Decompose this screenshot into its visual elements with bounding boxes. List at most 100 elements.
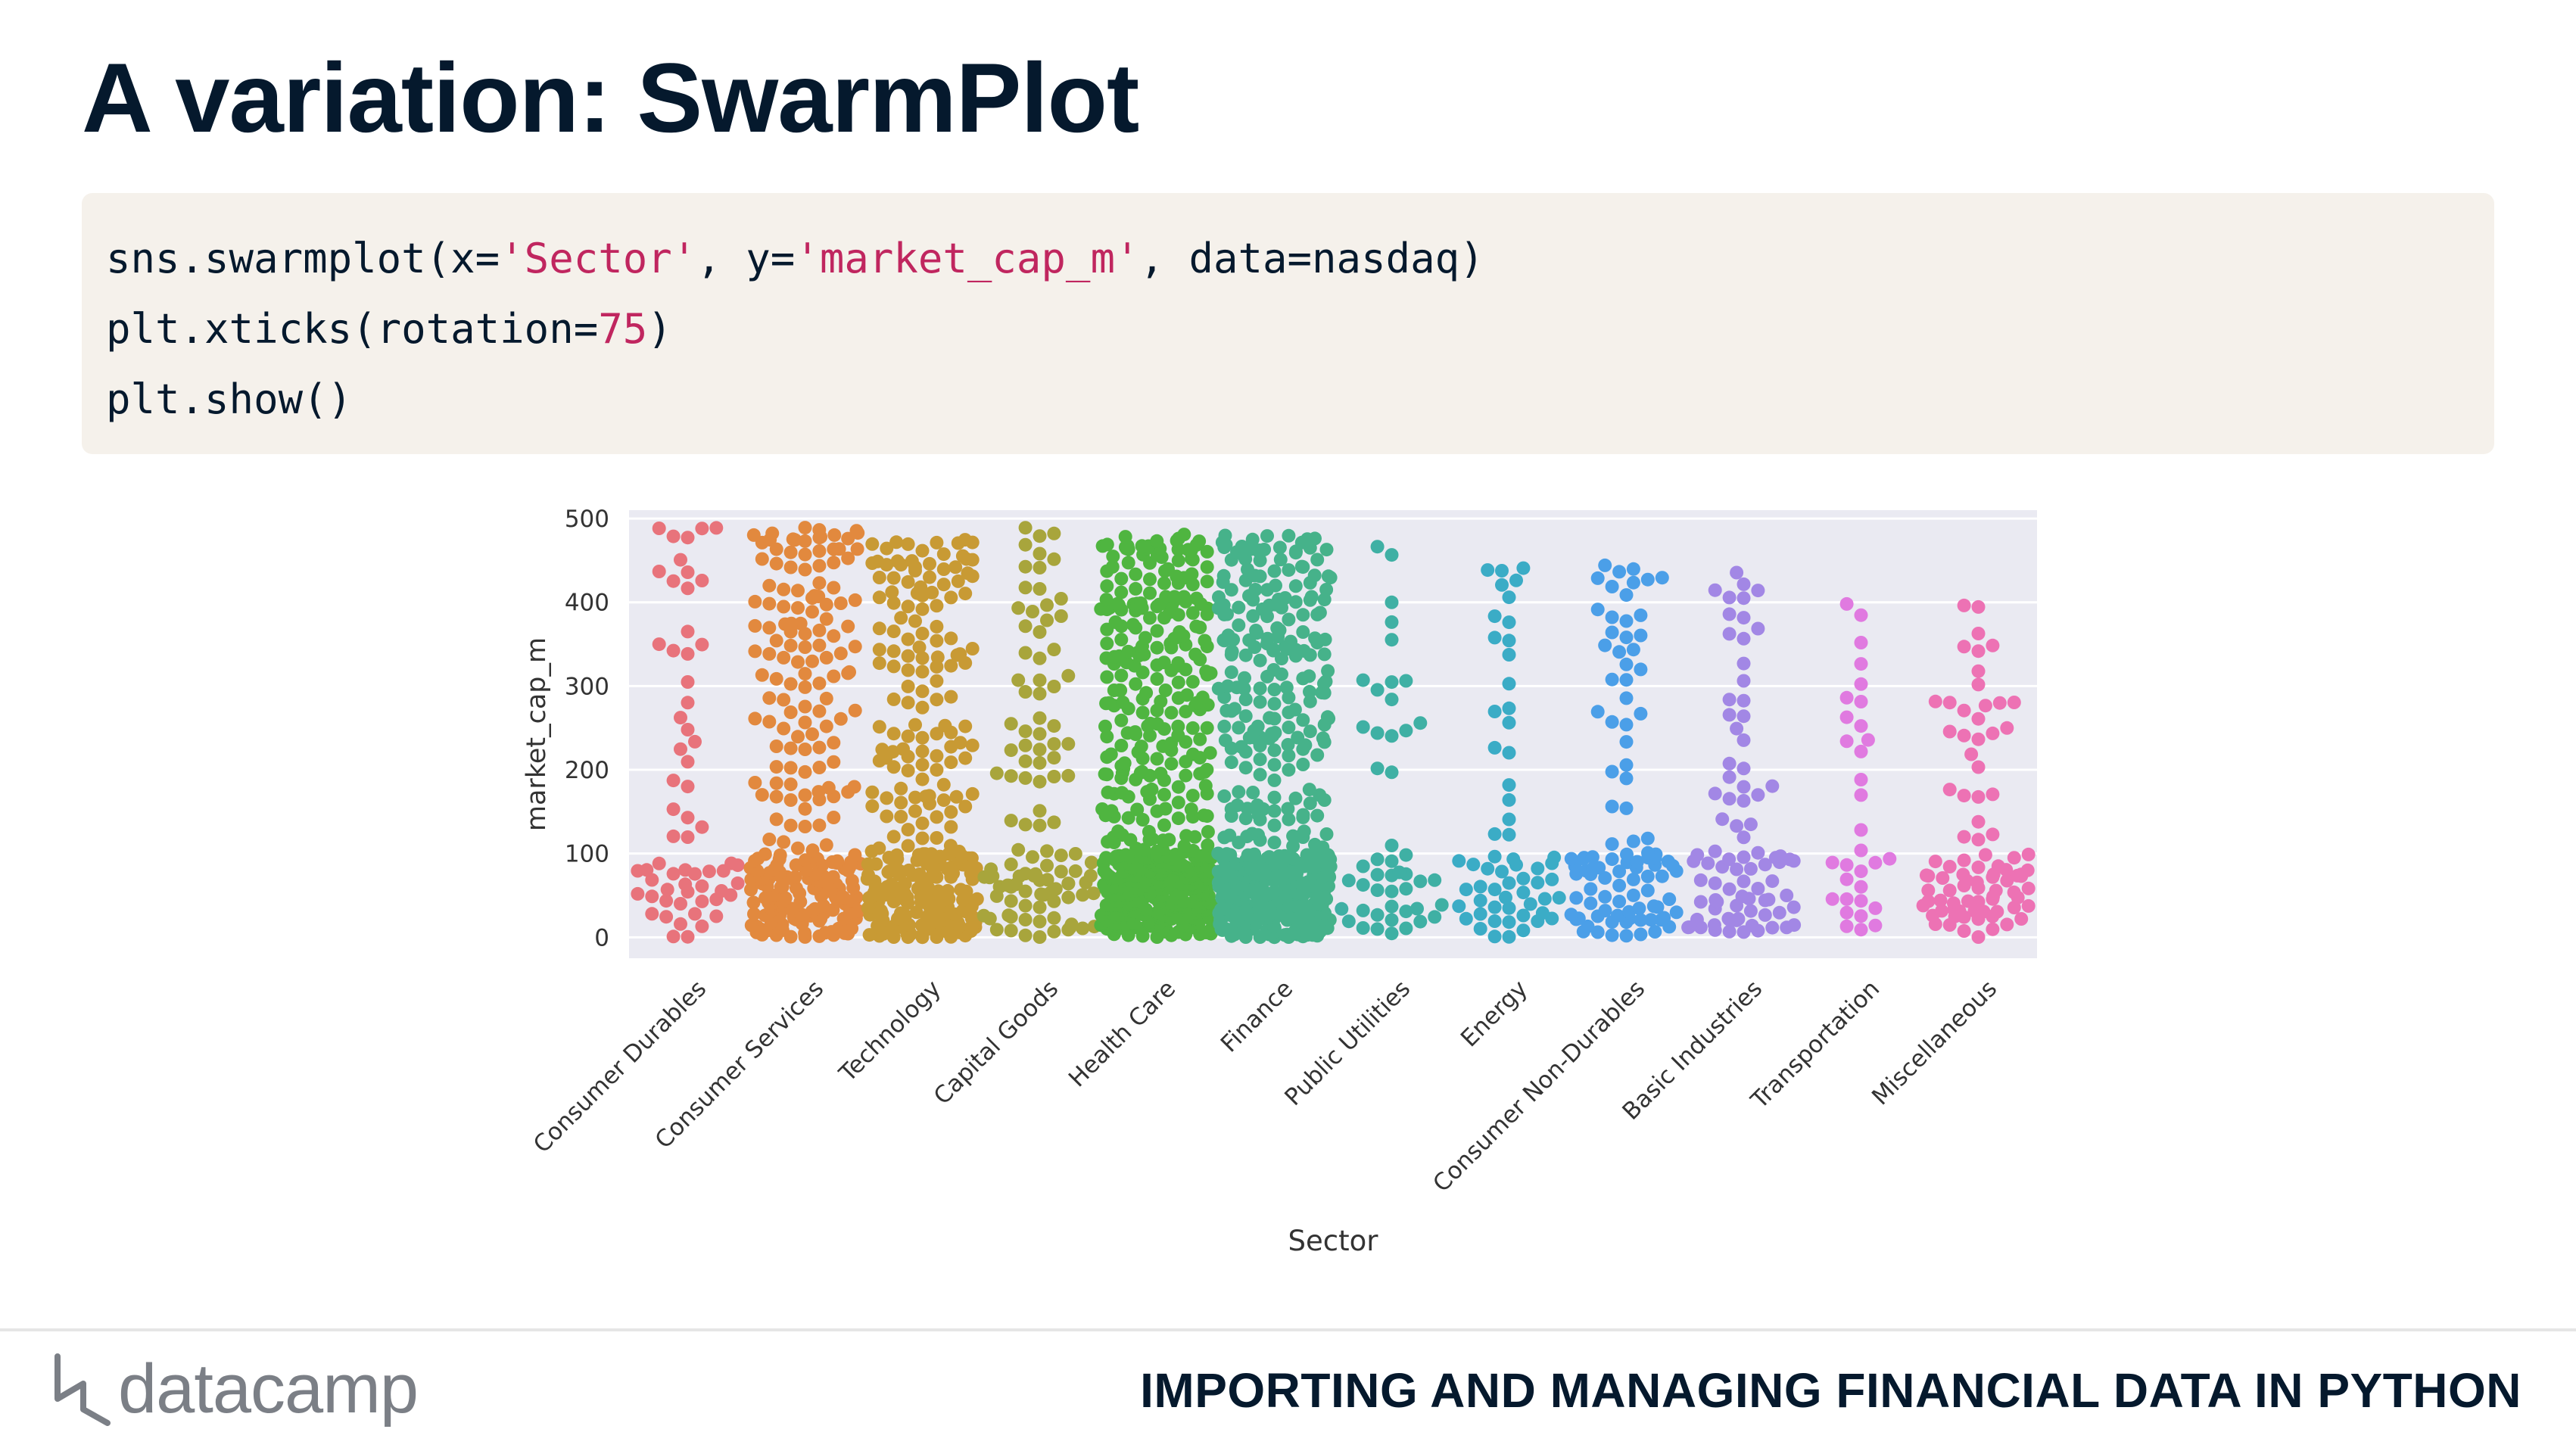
swarm-point — [965, 738, 980, 752]
swarm-point — [1179, 829, 1194, 843]
swarm-point — [923, 556, 936, 571]
swarm-point — [1157, 818, 1171, 833]
swarm-point — [681, 531, 695, 545]
swarm-point — [1241, 562, 1254, 577]
swarm-point — [826, 870, 840, 884]
swarm-point — [681, 811, 695, 825]
swarm-point — [1033, 687, 1047, 701]
swarm-point — [1150, 534, 1164, 548]
swarm-point — [695, 522, 709, 536]
swarm-point — [1164, 705, 1179, 720]
swarm-point — [1033, 529, 1047, 543]
swarm-point — [1047, 526, 1061, 540]
x-tick-label: Public Utilities — [1279, 975, 1416, 1111]
swarm-point — [1473, 880, 1487, 894]
swarm-point — [1428, 910, 1442, 924]
swarm-point — [791, 730, 805, 744]
swarm-point — [941, 883, 955, 898]
swarm-point — [1018, 867, 1033, 881]
swarm-point — [1370, 908, 1385, 922]
swarm-point — [659, 894, 674, 908]
code-token: plt.xticks(rotation= — [106, 305, 599, 353]
swarm-point — [783, 777, 798, 792]
swarm-point — [1964, 747, 1979, 761]
swarm-point — [798, 699, 812, 714]
swarm-point — [1971, 644, 1986, 659]
swarm-point — [1854, 608, 1868, 622]
swarm-point — [1282, 612, 1296, 627]
swarm-point — [1399, 674, 1413, 688]
swarm-point — [1619, 673, 1634, 687]
swarm-point — [1143, 611, 1157, 625]
swarm-point — [901, 679, 915, 693]
swarm-point — [915, 772, 930, 786]
swarm-point — [1971, 760, 1986, 774]
swarm-point — [791, 655, 805, 669]
swarm-chart: 0 100 200 300 400 500 Consumer DurablesConsum… — [522, 506, 2037, 1257]
swarm-point — [827, 556, 841, 570]
swarm-point — [1459, 883, 1473, 897]
swarm-point — [1385, 675, 1399, 690]
swarm-point — [674, 711, 687, 725]
swarm-point — [1185, 674, 1200, 689]
swarm-point — [1971, 599, 1986, 614]
swarm-point — [681, 723, 695, 736]
swarm-point — [954, 883, 968, 897]
swarm-point — [681, 929, 695, 944]
swarm-point — [1619, 718, 1634, 732]
swarm-point — [841, 551, 855, 565]
swarm-point — [1626, 643, 1640, 657]
swarm-point — [1751, 788, 1765, 802]
swarm-point — [1297, 824, 1311, 839]
swarm-point — [1302, 669, 1316, 683]
swarm-point — [755, 788, 769, 802]
swarm-point — [1232, 618, 1246, 632]
x-tick-label: Health Care — [1064, 975, 1181, 1092]
swarm-point — [958, 587, 973, 601]
swarm-point — [1990, 905, 2004, 919]
swarm-point — [833, 711, 848, 726]
swarm-point — [880, 809, 894, 824]
swarm-point — [1026, 850, 1039, 864]
swarm-point — [1502, 876, 1516, 890]
swarm-point — [1047, 719, 1061, 733]
swarm-point — [1581, 919, 1595, 933]
swarm-point — [819, 650, 833, 665]
swarm-point — [925, 585, 939, 599]
swarm-point — [1257, 543, 1272, 556]
swarm-point — [762, 621, 777, 635]
swarm-point — [1100, 537, 1114, 552]
swarm-point — [1935, 904, 1949, 918]
swarm-point — [1466, 858, 1481, 872]
swarm-point — [1839, 690, 1854, 705]
swarm-point — [1839, 905, 1854, 920]
swarm-point — [1605, 799, 1619, 814]
swarm-point — [1218, 733, 1232, 748]
swarm-point — [778, 891, 793, 905]
swarm-point — [1086, 886, 1101, 901]
swarm-point — [1971, 732, 1986, 746]
swarm-point — [1413, 874, 1428, 889]
swarm-point — [1143, 716, 1157, 730]
swarm-point — [1099, 593, 1114, 607]
swarm-point — [833, 596, 848, 610]
swarm-point — [812, 704, 827, 718]
swarm-point — [1223, 828, 1237, 842]
swarm-point — [1370, 867, 1385, 882]
swarm-point — [1279, 680, 1294, 695]
swarm-point — [1018, 771, 1033, 785]
swarm-point — [1620, 847, 1634, 861]
swarm-point — [1157, 576, 1171, 590]
swarm-point — [1385, 854, 1399, 868]
swarm-point — [1068, 847, 1082, 861]
swarm-point — [1473, 907, 1487, 921]
swarm-point — [784, 616, 799, 631]
swarm-point — [912, 867, 927, 881]
swarm-point — [1737, 577, 1751, 591]
swarm-point — [798, 788, 812, 802]
swarm-point — [1224, 665, 1238, 680]
swarm-point — [674, 917, 687, 931]
swarm-point — [1064, 917, 1079, 932]
swarm-point — [1991, 859, 2005, 873]
swarm-point — [812, 576, 827, 590]
